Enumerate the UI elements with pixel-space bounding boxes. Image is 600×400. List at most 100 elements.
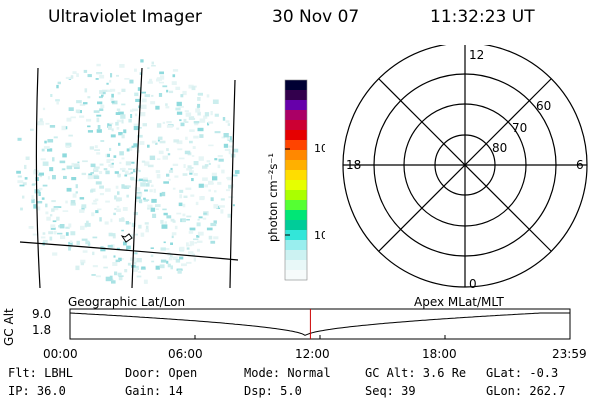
- emission-pixel: [87, 130, 93, 133]
- emission-pixel: [176, 111, 183, 115]
- emission-pixel: [127, 185, 131, 188]
- emission-pixel: [96, 152, 101, 155]
- emission-pixel: [125, 221, 129, 225]
- emission-pixel: [196, 222, 201, 227]
- emission-pixel: [207, 122, 210, 126]
- emission-pixel: [143, 197, 146, 200]
- emission-pixel: [103, 168, 108, 171]
- emission-pixel: [184, 121, 189, 123]
- emission-pixel: [170, 167, 173, 172]
- emission-pixel: [168, 178, 171, 181]
- colorbar-segment: [285, 270, 307, 281]
- timeline-ticks: [69, 335, 571, 339]
- colorbar-segment: [285, 260, 307, 271]
- emission-pixel: [68, 223, 72, 228]
- emission-pixel: [197, 231, 204, 236]
- emission-pixel: [162, 155, 168, 160]
- emission-pixel: [140, 182, 146, 187]
- emission-pixel: [107, 123, 112, 128]
- emission-pixel: [147, 144, 150, 148]
- emission-pixel: [71, 177, 77, 181]
- emission-pixel: [70, 200, 76, 204]
- emission-pixel: [43, 146, 50, 149]
- emission-pixel: [172, 69, 179, 72]
- emission-pixel: [224, 148, 231, 151]
- emission-pixel: [102, 89, 108, 92]
- emission-pixel: [126, 245, 131, 250]
- emission-pixel: [189, 241, 195, 246]
- emission-pixel: [107, 244, 113, 248]
- emission-pixel: [189, 140, 193, 144]
- emission-pixel: [155, 170, 161, 174]
- emission-pixel: [160, 75, 165, 80]
- emission-pixel: [115, 259, 121, 263]
- emission-pixel: [182, 203, 186, 208]
- emission-pixel: [190, 194, 195, 197]
- emission-pixel: [97, 208, 102, 211]
- coastline-outline: [120, 233, 133, 243]
- emission-pixel: [97, 101, 103, 105]
- emission-pixel: [88, 243, 91, 246]
- emission-pixel: [97, 125, 101, 130]
- emission-pixel: [22, 182, 27, 186]
- emission-pixel: [138, 224, 142, 229]
- emission-pixel: [99, 108, 104, 111]
- emission-pixel: [75, 265, 80, 271]
- emission-pixel: [157, 158, 161, 160]
- emission-pixel: [99, 90, 104, 94]
- emission-pixel: [186, 219, 190, 221]
- emission-pixel: [184, 150, 191, 155]
- emission-pixel: [151, 140, 157, 144]
- emission-pixel: [208, 162, 211, 165]
- emission-pixel: [25, 156, 30, 160]
- emission-pixel: [229, 140, 234, 143]
- emission-pixel: [206, 227, 213, 231]
- emission-pixel: [155, 204, 161, 208]
- emission-pixel: [44, 140, 47, 144]
- emission-pixel: [157, 276, 162, 280]
- emission-pixel: [110, 134, 116, 138]
- emission-pixel: [193, 161, 199, 166]
- emission-pixel: [93, 168, 99, 172]
- emission-pixel: [199, 134, 204, 138]
- emission-pixel: [222, 117, 226, 121]
- emission-pixel: [144, 189, 148, 192]
- emission-pixel: [116, 119, 122, 123]
- emission-pixel: [158, 136, 163, 140]
- emission-pixel: [82, 250, 88, 253]
- emission-pixel: [98, 96, 103, 99]
- emission-pixel: [196, 240, 203, 243]
- emission-pixel: [80, 262, 84, 266]
- emission-pixel: [191, 86, 196, 91]
- emission-pixel: [130, 114, 133, 119]
- emission-pixel: [228, 196, 234, 199]
- emission-pixel: [183, 164, 186, 168]
- emission-pixel: [173, 256, 176, 259]
- emission-pixel: [206, 94, 210, 98]
- emission-pixel: [159, 140, 166, 144]
- emission-pixel: [165, 103, 168, 106]
- emission-pixel: [178, 105, 184, 108]
- emission-pixel: [188, 231, 194, 234]
- emission-pixel: [42, 161, 49, 166]
- emission-pixel: [102, 91, 106, 95]
- emission-pixel: [93, 110, 100, 113]
- emission-pixel: [208, 189, 211, 192]
- emission-pixel: [94, 149, 100, 151]
- emission-pixel: [119, 168, 126, 171]
- emission-pixel: [151, 65, 156, 67]
- emission-pixel: [221, 136, 226, 139]
- emission-pixel: [189, 170, 194, 173]
- timeline-y-min: 1.8: [32, 323, 52, 337]
- emission-pixel: [116, 108, 121, 111]
- emission-pixel: [131, 161, 135, 164]
- emission-pixel: [62, 153, 67, 158]
- emission-pixel: [136, 275, 142, 278]
- emission-pixel: [68, 134, 73, 137]
- emission-pixel: [160, 219, 164, 224]
- emission-pixel: [188, 116, 195, 120]
- colorbar-segment: [285, 230, 307, 241]
- emission-pixel: [223, 143, 229, 148]
- emission-pixel: [117, 176, 121, 178]
- emission-pixel: [99, 193, 104, 196]
